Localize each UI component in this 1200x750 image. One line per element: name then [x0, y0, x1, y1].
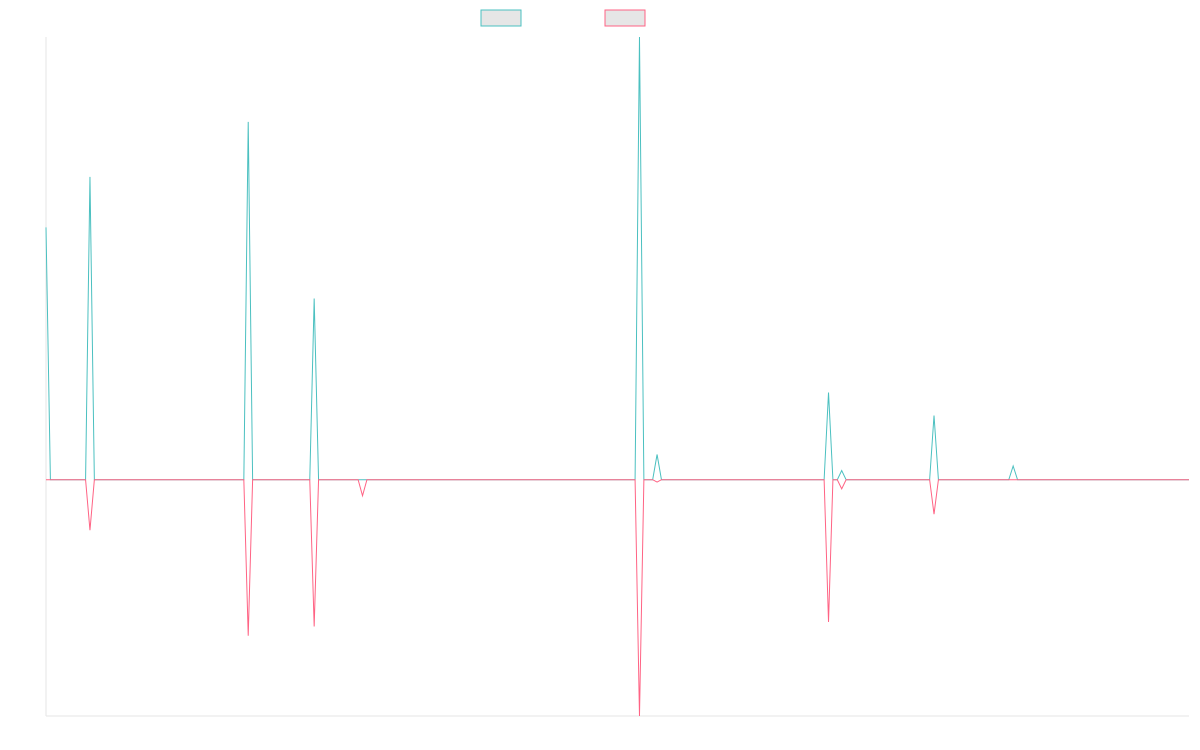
- legend-swatch-2[interactable]: [604, 9, 646, 27]
- legend[interactable]: [480, 9, 646, 27]
- series-layer: [45, 36, 1189, 717]
- series-line-1: [45, 36, 1189, 481]
- series-line-2: [46, 479, 1189, 717]
- legend-swatch-1[interactable]: [480, 9, 522, 27]
